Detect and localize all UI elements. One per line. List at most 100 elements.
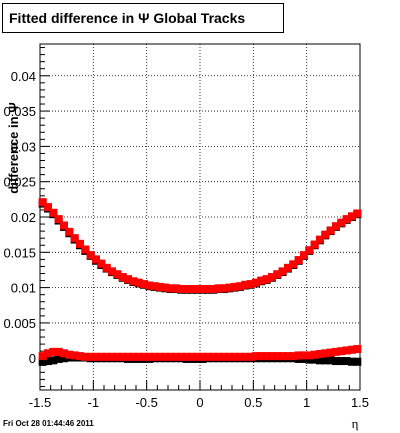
data-point-series-3 [108,352,116,361]
data-point-series-1 [76,239,84,248]
data-point-series-1 [241,280,250,289]
data-point-series-3 [252,352,260,361]
y-tick-label: 0 [29,351,36,366]
data-point-series-1 [86,251,95,260]
data-point-series-3 [262,352,271,361]
data-point-series-3 [124,352,132,361]
data-point-series-1 [278,267,287,276]
data-point-series-1 [70,234,79,243]
data-point-series-2 [342,357,351,366]
data-point-series-3 [198,352,207,361]
data-point-series-1 [124,275,132,284]
data-point-series-1 [204,285,212,294]
data-point-series-1 [38,198,47,207]
data-point-series-1 [44,203,52,212]
data-point-series-3 [161,352,170,361]
data-point-series-3 [214,352,223,361]
chart-title: Fitted difference in Ψ Global Tracks [2,3,284,33]
data-point-series-3 [326,348,335,357]
data-point-series-3 [278,352,287,361]
data-point-series-3 [65,350,74,359]
x-tick-label: 1.5 [351,395,369,410]
data-point-series-1 [305,246,314,255]
data-point-series-3 [54,347,63,356]
data-point-series-1 [150,282,159,291]
data-point-series-1 [54,215,63,224]
data-point-series-1 [214,284,223,293]
data-point-series-1 [316,235,324,244]
data-point-series-3 [145,352,154,361]
data-point-series-1 [225,283,234,292]
data-point-series-1 [49,208,58,217]
data-point-series-1 [353,209,362,218]
data-point-series-1 [92,255,100,264]
data-point-series-1 [102,263,111,272]
data-point-series-1 [188,285,196,294]
x-tick-label: -1 [88,395,100,410]
data-point-series-3 [166,352,175,361]
data-point-series-3 [102,352,111,361]
data-point-series-3 [76,352,84,361]
data-point-series-3 [289,352,298,361]
data-point-series-1 [145,281,154,290]
data-point-series-3 [70,351,79,360]
y-tick-label: 0.005 [3,316,36,331]
data-point-series-3 [86,352,95,361]
data-point-series-3 [236,352,244,361]
axes: -1.5 -1 -0.5 0 0.5 1 1.5 0 0.005 0.01 0.015 0.02 0.0… [3,47,369,410]
data-point-series-3 [172,352,180,361]
y-tick-label: 0.015 [3,245,36,260]
x-tick-label: -1.5 [29,395,51,410]
data-point-series-3 [156,352,164,361]
data-point-series-1 [321,230,330,239]
data-point-series-1 [182,285,191,294]
data-point-series-1 [289,260,298,269]
data-point-series-3 [118,352,127,361]
y-tick-label: 0.04 [11,69,36,84]
data-point-series-1 [172,284,180,293]
data-point-series-1 [177,285,186,294]
data-point-series-1 [193,285,202,294]
data-point-series-2 [44,357,52,366]
data-point-series-3 [305,351,314,360]
data-point-series-1 [262,275,271,284]
data-point-series-2 [321,356,330,365]
data-point-series-1 [310,240,319,249]
data-point-series-3 [241,352,250,361]
data-point-series-3 [44,349,52,358]
data-point-series-1 [220,284,228,293]
data-point-series-3 [134,352,143,361]
data-point-series-3 [342,346,351,355]
data-point-series-3 [60,349,68,358]
y-tick-label: 0.025 [3,175,36,190]
data-point-series-3 [337,347,346,356]
y-tick-label: 0.02 [11,210,36,225]
data-point-series-1 [108,267,116,276]
x-tick-label: 1 [303,395,310,410]
data-point-series-2 [305,355,314,364]
y-axis-label: difference in Ψ [6,102,21,193]
y-tick-label: 0.01 [11,281,36,296]
y-tick-label: 0.035 [3,104,36,119]
data-point-series-3 [220,352,228,361]
data-point-series-3 [193,352,202,361]
data-point-series-3 [209,352,218,361]
data-point-series-1 [134,278,143,287]
timestamp-footer: Fri Oct 28 01:44:46 2011 [3,419,94,428]
data-point-series-3 [177,352,186,361]
data-point-series-1 [129,277,138,286]
data-point-series-2 [38,357,47,366]
data-point-series-2 [310,355,319,364]
data-point-series-1 [161,283,170,292]
data-point-series-3 [113,352,122,361]
data-point-series-2 [316,356,324,365]
data-point-series-1 [166,284,175,293]
data-point-series-1 [252,278,260,287]
data-point-series-1 [337,218,346,227]
data-point-series-2 [60,354,68,363]
data-point-series-1 [332,222,340,231]
data-point-series-1 [81,245,90,254]
data-point-series-2 [353,357,362,366]
data-point-series-3 [182,352,191,361]
